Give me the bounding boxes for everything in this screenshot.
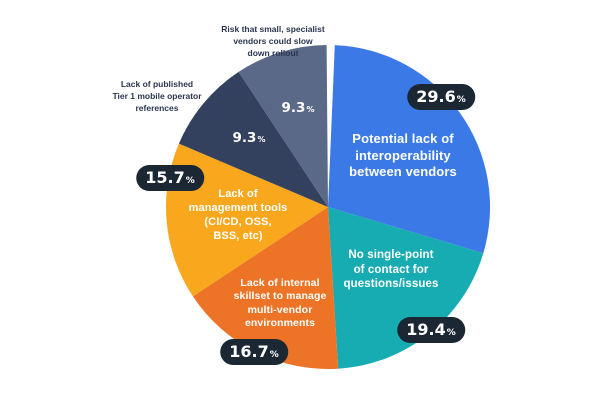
pie-slice-single_point: [328, 207, 484, 369]
value-badge-management-tools: 15.7%: [136, 165, 204, 191]
badge-value: 19.4: [406, 320, 446, 339]
badge-value: 29.6: [416, 87, 456, 106]
percent-sign: %: [257, 135, 266, 144]
percent-sign: %: [446, 328, 456, 338]
percent-sign: %: [185, 176, 195, 186]
percent-sign: %: [269, 350, 279, 360]
badge-value: 16.7: [229, 342, 269, 361]
pie-slice-rollout_risk: [238, 45, 328, 207]
pie-slice-references: [178, 71, 328, 208]
slice-label-interoperability: Potential lack of interoperability betwe…: [349, 131, 457, 180]
pie-slice-skillset: [192, 207, 339, 370]
value-label-rollout-risk: 9.3%: [282, 100, 315, 116]
badge-value: 15.7: [145, 168, 185, 187]
percent-sign: %: [306, 105, 315, 114]
value-badge-skillset: 16.7%: [220, 339, 288, 365]
slice-label-single-point: No single-point of contact for questions…: [343, 248, 439, 291]
value-badge-single-point: 19.4%: [397, 317, 465, 343]
external-label-references: Lack of published Tier 1 mobile operator…: [112, 79, 202, 113]
slice-label-skillset: Lack of internal skillset to manage mult…: [233, 277, 327, 330]
external-label-rollout-risk: Risk that small, specialist vendors coul…: [221, 24, 325, 58]
slice-label-management-tools: Lack of management tools (CI/CD, OSS, BS…: [188, 187, 288, 243]
percent-sign: %: [456, 95, 466, 105]
value-badge-interoperability: 29.6%: [407, 84, 475, 110]
value-number: 9.3: [281, 100, 306, 116]
value-label-references: 9.3%: [233, 130, 266, 146]
value-number: 9.3: [232, 130, 257, 146]
pie-slice-management_tools: [165, 143, 328, 297]
pie-slice-interoperability: [328, 45, 491, 254]
